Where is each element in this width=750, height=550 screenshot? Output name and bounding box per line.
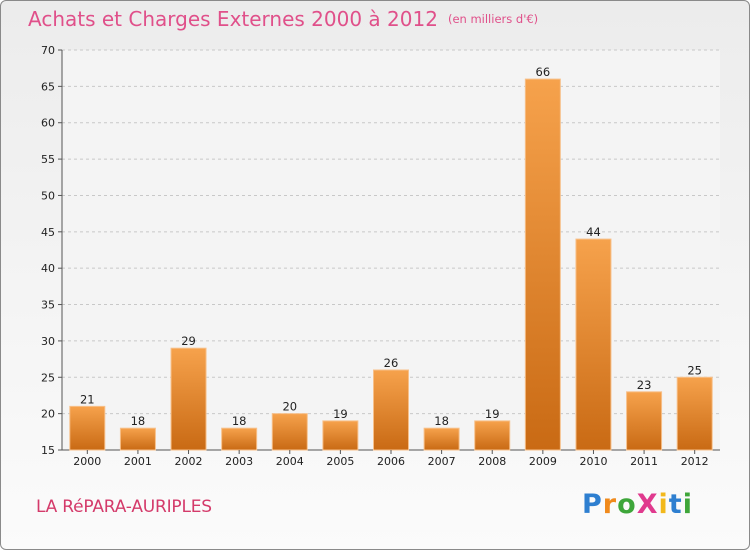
- x-tick-label: 2007: [428, 455, 456, 468]
- logo-letter: P: [582, 489, 603, 520]
- y-tick-label: 20: [41, 408, 55, 421]
- commune-name: LA RéPARA-AURIPLES: [36, 497, 212, 517]
- bar-value-label: 21: [80, 392, 95, 406]
- x-tick-label: 2000: [73, 455, 101, 468]
- bar-value-label: 44: [586, 225, 601, 239]
- x-tick-label: 2006: [377, 455, 405, 468]
- bar-value-label: 19: [333, 407, 348, 421]
- x-tick-label: 2008: [478, 455, 506, 468]
- proxiti-logo: ProXiti: [582, 489, 693, 520]
- chart-title: Achats et Charges Externes 2000 à 2012 (e…: [28, 7, 538, 31]
- x-tick-label: 2001: [124, 455, 152, 468]
- bar-value-label: 20: [282, 400, 297, 414]
- logo-letter: X: [636, 489, 659, 520]
- bar: [676, 376, 713, 451]
- x-tick-label: 2012: [681, 455, 709, 468]
- y-tick-label: 15: [41, 444, 55, 457]
- bar-value-label: 18: [131, 414, 146, 428]
- bar-value-label: 23: [637, 378, 652, 392]
- chart-title-main: Achats et Charges Externes 2000 à 2012: [28, 7, 438, 31]
- bar: [170, 347, 207, 451]
- bar: [575, 238, 612, 451]
- x-tick-label: 2003: [225, 455, 253, 468]
- x-tick-label: 2009: [529, 455, 557, 468]
- logo-letter: t: [668, 489, 683, 520]
- bar-value-label: 19: [485, 407, 500, 421]
- bar-value-label: 29: [181, 334, 196, 348]
- y-tick-label: 40: [41, 262, 55, 275]
- y-tick-label: 35: [41, 299, 55, 312]
- y-tick-label: 30: [41, 335, 55, 348]
- bar: [119, 427, 156, 451]
- bar-value-label: 25: [687, 363, 702, 377]
- bar: [271, 413, 308, 451]
- y-tick-label: 65: [41, 80, 55, 93]
- bar: [626, 391, 663, 451]
- x-tick-label: 2002: [175, 455, 203, 468]
- bar: [373, 369, 409, 451]
- y-tick-label: 70: [41, 44, 55, 57]
- bar-value-label: 18: [434, 414, 449, 428]
- bar: [221, 427, 258, 451]
- bar: [524, 78, 561, 451]
- x-tick-label: 2011: [630, 455, 658, 468]
- bar-value-label: 18: [232, 414, 247, 428]
- logo-letter: i: [682, 489, 693, 520]
- bar: [474, 420, 511, 451]
- bar-value-label: 66: [536, 65, 551, 79]
- y-tick-label: 60: [41, 117, 55, 130]
- bar: [322, 420, 359, 451]
- y-tick-label: 50: [41, 189, 55, 202]
- x-tick-label: 2010: [579, 455, 607, 468]
- y-tick-label: 45: [41, 226, 55, 239]
- y-tick-label: 25: [41, 371, 55, 384]
- x-tick-label: 2005: [326, 455, 354, 468]
- bar: [69, 405, 106, 451]
- bar: [423, 427, 460, 451]
- bar-value-label: 26: [384, 356, 399, 370]
- logo-letter: r: [602, 489, 618, 520]
- logo-letter: i: [658, 489, 669, 520]
- x-tick-label: 2004: [276, 455, 304, 468]
- logo-letter: o: [617, 489, 637, 520]
- chart-title-unit: (en milliers d'€): [447, 12, 539, 26]
- y-tick-label: 55: [41, 153, 55, 166]
